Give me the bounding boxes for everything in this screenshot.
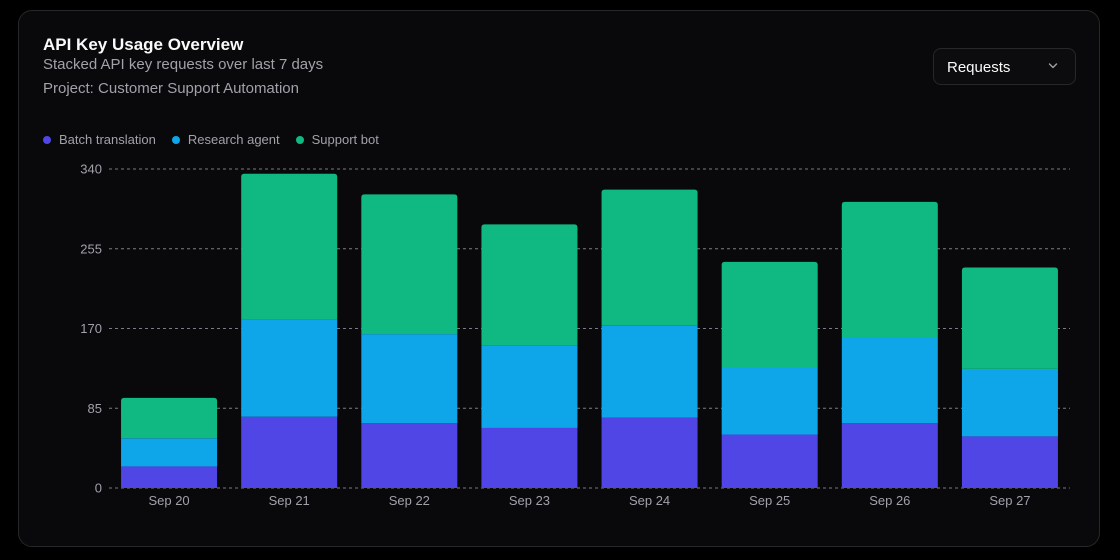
project-label: Project: Customer Support Automation [43, 80, 299, 97]
legend-label: Batch translation [59, 132, 156, 147]
bar-segment-support-bot [121, 397, 218, 439]
bar-segment-support-bot [841, 201, 938, 337]
legend-swatch [171, 135, 180, 144]
metric-select[interactable]: Requests [933, 48, 1076, 85]
bar-segment-batch-translation [241, 416, 338, 488]
bar-segment-research-agent [241, 319, 338, 417]
bar-segment-batch-translation [841, 423, 938, 488]
y-tick-label: 340 [80, 162, 102, 177]
stacked-bar-chart: 0 85 170 255 340 Sep 20 Sep 21 Sep 22 Sep 23 Sep … [80, 162, 1070, 508]
bar-segment-support-bot [481, 224, 578, 346]
bar-segment-batch-translation [481, 427, 578, 488]
legend-swatch [295, 135, 304, 144]
x-tick-label: Sep 27 [989, 493, 1030, 508]
bar-segment-batch-translation [361, 423, 458, 488]
bar-segment-batch-translation [721, 434, 818, 488]
bar-segment-research-agent [601, 325, 698, 418]
y-tick-label: 170 [80, 321, 102, 336]
y-tick-label: 0 [95, 481, 102, 496]
bar-segment-batch-translation [121, 466, 218, 488]
legend-label: Research agent [187, 132, 280, 147]
legend-item-support-bot[interactable]: Support bot [295, 132, 379, 147]
x-tick-label: Sep 21 [269, 493, 310, 508]
x-tick-label: Sep 26 [869, 493, 910, 508]
bar-segment-support-bot [961, 267, 1058, 369]
legend-swatch [43, 135, 51, 144]
bar-segment-support-bot [241, 173, 338, 320]
bar-segment-batch-translation [961, 436, 1058, 488]
legend-item-batch-translation[interactable]: Batch translation [43, 132, 156, 147]
bar-segment-batch-translation [601, 417, 698, 488]
bar-segment-support-bot [601, 189, 698, 326]
legend-item-research-agent[interactable]: Research agent [171, 132, 280, 147]
x-tick-label: Sep 23 [509, 493, 550, 508]
chart-legend: Batch translation Research agent Support… [43, 132, 379, 147]
bar-segment-research-agent [361, 334, 458, 424]
bar-segment-support-bot [721, 261, 818, 367]
legend-label: Support bot [311, 132, 379, 147]
bar-segment-research-agent [721, 366, 818, 435]
bar-segment-support-bot [361, 194, 458, 335]
bar-segment-research-agent [841, 336, 938, 424]
chart-card: API Key Usage Overview Stacked API key r… [18, 10, 1100, 547]
metric-select-value: Requests [947, 59, 1011, 76]
bar-segment-research-agent [481, 345, 578, 428]
x-tick-label: Sep 24 [629, 493, 670, 508]
x-tick-label: Sep 20 [148, 493, 189, 508]
bar-segment-research-agent [121, 438, 218, 467]
x-tick-label: Sep 25 [749, 493, 790, 508]
x-tick-label: Sep 22 [389, 493, 430, 508]
chevron-down-icon [1048, 63, 1058, 69]
bar-segment-research-agent [961, 368, 1058, 437]
y-tick-label: 255 [80, 241, 102, 256]
chart-subtitle: Stacked API key requests over last 7 day… [43, 56, 324, 73]
y-tick-label: 85 [88, 401, 102, 416]
chart-title: API Key Usage Overview [43, 35, 244, 54]
